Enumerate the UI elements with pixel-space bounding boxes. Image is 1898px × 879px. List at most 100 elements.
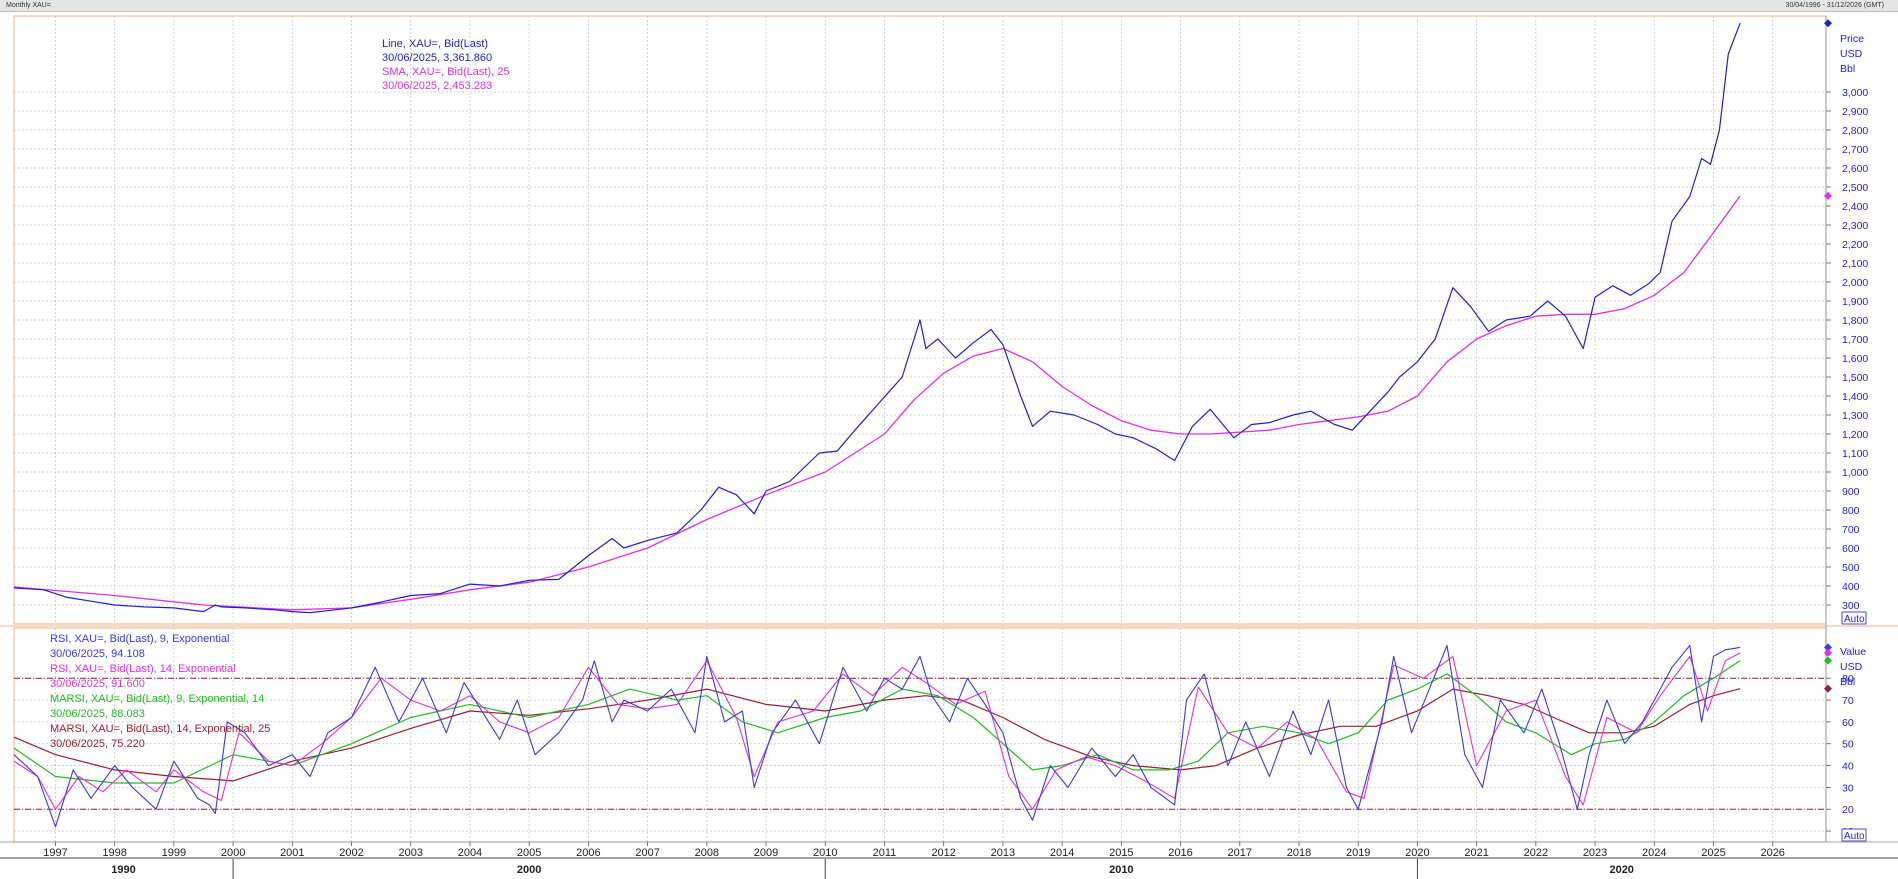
x-tick-label: 2026 xyxy=(1760,847,1784,859)
price-y-tick-label: 1,900 xyxy=(1842,296,1868,308)
price-y-tick-label: 900 xyxy=(1842,486,1860,498)
price-y-tick-label: 2,300 xyxy=(1842,220,1868,232)
x-tick-label: 1998 xyxy=(102,847,126,859)
x-tick-label: 2007 xyxy=(635,847,659,859)
decade-label: 2010 xyxy=(1109,864,1133,876)
price-y-tick-label: 1,500 xyxy=(1842,372,1868,384)
rsi-auto-button-box xyxy=(1841,828,1867,842)
price-auto-button[interactable]: Auto xyxy=(1841,611,1867,625)
rsi-axis-header: USD xyxy=(1840,661,1863,673)
price-y-axis: 300 400 500 600 700 800 900 1,000 1,100 1,200 1,30… xyxy=(1826,87,1868,612)
rsi-panel-frame xyxy=(13,627,1827,843)
rsi-legend-entry: 30/06/2025, 75.220 xyxy=(50,738,145,750)
x-tick-label: 2024 xyxy=(1642,847,1666,859)
price-y-tick-label: 2,500 xyxy=(1842,182,1868,194)
rsi-axis-header: Value xyxy=(1840,646,1866,658)
rsi-y-tick-label: 60 xyxy=(1842,717,1854,729)
rsi-14-line xyxy=(13,652,1741,810)
price-y-tick-label: 2,000 xyxy=(1842,277,1868,289)
price-y-tick-label: 1,000 xyxy=(1842,467,1868,479)
price-y-tick-label: 2,600 xyxy=(1842,163,1868,175)
x-tick-label: 2009 xyxy=(754,847,778,859)
rsi-y-tick-label: 30 xyxy=(1842,782,1854,794)
rsi-9-line xyxy=(13,644,1741,828)
x-tick-label: 2008 xyxy=(695,847,719,859)
rsi-legend-entry: RSI, XAU=, Bid(Last), 9, Exponential xyxy=(50,633,229,645)
x-tick-label: 2020 xyxy=(1405,847,1429,859)
price-y-tick-label: 2,100 xyxy=(1842,258,1868,270)
price-y-tick-label: 2,400 xyxy=(1842,201,1868,213)
decade-label: 1990 xyxy=(111,864,135,876)
x-tick-label: 2023 xyxy=(1583,847,1607,859)
price-y-tick-label: 2,700 xyxy=(1842,144,1868,156)
price-legend-entry: 30/06/2025, 3,361.860 xyxy=(382,52,492,64)
rsi-legend-entry: MARSI, XAU=, Bid(Last), 9, Exponential, … xyxy=(50,693,264,705)
x-tick-label: 2018 xyxy=(1287,847,1311,859)
x-tick-label: 1997 xyxy=(43,847,67,859)
price-axis-header: Bbl xyxy=(1840,63,1855,75)
price-y-tick-label: 300 xyxy=(1842,600,1860,612)
price-legend-entry: SMA, XAU=, Bid(Last), 25 xyxy=(382,66,509,78)
rsi-y-tick-label: 50 xyxy=(1842,739,1854,751)
price-y-tick-label: 500 xyxy=(1842,562,1860,574)
x-tick-label: 2025 xyxy=(1701,847,1725,859)
rsi-y-tick-label: 80 xyxy=(1842,673,1854,685)
x-tick-label: 2016 xyxy=(1168,847,1192,859)
sma-line xyxy=(13,195,1741,611)
rsi-legend-entry: MARSI, XAU=, Bid(Last), 14, Exponential,… xyxy=(50,723,270,735)
x-tick-label: 2014 xyxy=(1050,847,1074,859)
price-y-tick-label: 2,800 xyxy=(1842,125,1868,137)
rsi-y-tick-label: 40 xyxy=(1842,761,1854,773)
rsi-axis-header: Bbl xyxy=(1840,676,1855,688)
x-tick-label: 2001 xyxy=(280,847,304,859)
x-tick-label: 2002 xyxy=(339,847,363,859)
x-tick-label: 2022 xyxy=(1524,847,1548,859)
price-y-tick-label: 3,000 xyxy=(1842,87,1868,99)
x-tick-label: 2015 xyxy=(1109,847,1133,859)
rsi9-last-marker xyxy=(1824,643,1832,652)
title-bar: Monthly XAU= 30/04/1996 - 31/12/2026 (GM… xyxy=(0,0,1898,12)
x-axis: 1997 1998 1999 2000 2001 2002 2003 2004 2005 2006… xyxy=(0,841,1898,879)
x-tick-label: 2005 xyxy=(517,847,541,859)
rsi-auto-button[interactable]: Auto xyxy=(1841,828,1867,842)
price-y-tick-label: 1,400 xyxy=(1842,391,1868,403)
price-auto-button-label: Auto xyxy=(1844,614,1865,625)
price-y-tick-label: 600 xyxy=(1842,543,1860,555)
price-y-tick-label: 1,100 xyxy=(1842,448,1868,460)
price-axis-header: USD xyxy=(1840,48,1863,60)
price-auto-button-box xyxy=(1841,611,1867,625)
marsi-25-line xyxy=(13,688,1741,782)
sma-last-marker xyxy=(1824,191,1832,200)
price-y-tick-label: 400 xyxy=(1842,581,1860,593)
price-y-tick-label: 1,200 xyxy=(1842,429,1868,441)
x-tick-label: 2006 xyxy=(576,847,600,859)
rsi-auto-button-label: Auto xyxy=(1844,831,1865,842)
rsi14-last-marker xyxy=(1824,648,1832,657)
price-axis-header: Price xyxy=(1840,33,1864,45)
x-tick-label: 2013 xyxy=(991,847,1015,859)
rsi-y-tick-label: 20 xyxy=(1842,804,1854,816)
rsi-legend-entry: 30/06/2025, 88.083 xyxy=(50,708,145,720)
x-tick-label: 2011 xyxy=(873,847,897,859)
x-tick-label: 2000 xyxy=(221,847,245,859)
rsi-legend-entry: RSI, XAU=, Bid(Last), 14, Exponential xyxy=(50,663,236,675)
x-tick-label: 2003 xyxy=(399,847,423,859)
marsi9-last-marker xyxy=(1824,656,1832,665)
price-y-tick-label: 2,900 xyxy=(1842,106,1868,118)
window-title: Monthly XAU= xyxy=(6,2,51,9)
x-tick-label: 2010 xyxy=(813,847,837,859)
rsi-legend-entry: 30/06/2025, 91.600 xyxy=(50,678,145,690)
x-tick-label: 2017 xyxy=(1228,847,1252,859)
decade-label: 2020 xyxy=(1609,864,1633,876)
price-legend-entry: Line, XAU=, Bid(Last) xyxy=(382,38,488,50)
price-y-tick-label: 800 xyxy=(1842,505,1860,517)
price-last-marker xyxy=(1824,19,1832,28)
rsi-y-tick-label: 70 xyxy=(1842,695,1854,707)
price-y-tick-label: 1,300 xyxy=(1842,410,1868,422)
x-tick-label: 2021 xyxy=(1464,847,1488,859)
rsi-y-axis: 1020304050607080 xyxy=(1826,673,1854,838)
price-legend-entry: 30/06/2025, 2,453.283 xyxy=(382,80,492,92)
price-y-tick-label: 2,200 xyxy=(1842,239,1868,251)
marsi25-last-marker xyxy=(1824,684,1832,693)
